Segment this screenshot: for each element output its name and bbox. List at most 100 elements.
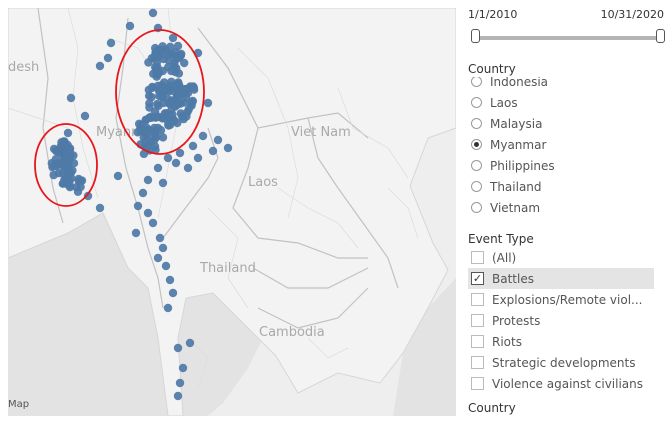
- event-point[interactable]: [168, 288, 178, 298]
- event-point[interactable]: [144, 113, 154, 123]
- country-option[interactable]: Philippines: [468, 155, 654, 176]
- event-point[interactable]: [153, 253, 163, 263]
- event-point[interactable]: [181, 93, 191, 103]
- event-type-option[interactable]: Riots: [468, 331, 654, 352]
- event-point[interactable]: [148, 8, 158, 18]
- event-point[interactable]: [164, 62, 173, 72]
- event-point[interactable]: [158, 42, 167, 51]
- event-point[interactable]: [158, 243, 168, 253]
- date-slider-track[interactable]: [474, 36, 658, 40]
- event-point[interactable]: [158, 50, 167, 59]
- event-point[interactable]: [153, 163, 163, 173]
- event-point[interactable]: [178, 363, 188, 373]
- country-option[interactable]: Malaysia: [468, 113, 654, 134]
- event-point[interactable]: [163, 153, 173, 163]
- event-point[interactable]: [47, 159, 56, 168]
- event-point[interactable]: [165, 99, 175, 109]
- event-point[interactable]: [223, 143, 233, 153]
- event-point[interactable]: [170, 58, 179, 67]
- event-point[interactable]: [95, 61, 105, 71]
- event-point[interactable]: [174, 99, 183, 109]
- checkbox[interactable]: [471, 251, 484, 264]
- event-point[interactable]: [174, 78, 183, 87]
- date-slider-start-handle[interactable]: [471, 29, 480, 43]
- event-point[interactable]: [173, 41, 183, 51]
- event-point[interactable]: [171, 158, 181, 168]
- event-point[interactable]: [49, 170, 58, 180]
- event-point[interactable]: [168, 33, 178, 43]
- event-point[interactable]: [144, 85, 153, 95]
- event-point[interactable]: [198, 131, 208, 141]
- event-type-option[interactable]: Explosions/Remote viol...: [468, 289, 654, 310]
- checkbox[interactable]: [471, 335, 484, 348]
- radio-button[interactable]: [471, 97, 482, 108]
- event-point[interactable]: [143, 208, 153, 218]
- event-point[interactable]: [106, 38, 116, 48]
- event-point[interactable]: [183, 107, 192, 117]
- event-type-option[interactable]: ✓ Battles: [468, 268, 654, 289]
- event-point[interactable]: [208, 146, 218, 156]
- event-point[interactable]: [147, 92, 156, 102]
- event-point[interactable]: [63, 160, 73, 170]
- event-point[interactable]: [150, 53, 160, 62]
- event-point[interactable]: [57, 146, 66, 155]
- event-type-filter-list[interactable]: (All) ✓ Battles Explosions/Remote viol... Pr…: [468, 247, 654, 391]
- event-point[interactable]: [68, 166, 77, 175]
- event-point[interactable]: [189, 85, 199, 94]
- radio-button[interactable]: [471, 160, 482, 171]
- event-point[interactable]: [177, 112, 187, 121]
- event-point[interactable]: [113, 171, 123, 181]
- checkbox[interactable]: [471, 314, 484, 327]
- event-point[interactable]: [164, 120, 173, 130]
- event-point[interactable]: [203, 98, 213, 108]
- event-point[interactable]: [133, 201, 143, 211]
- event-point[interactable]: [131, 228, 141, 238]
- radio-button[interactable]: [471, 202, 482, 213]
- event-point[interactable]: [65, 181, 74, 190]
- event-point[interactable]: [154, 68, 164, 77]
- event-type-option[interactable]: Strategic developments: [468, 352, 654, 373]
- checkbox[interactable]: [471, 293, 484, 306]
- event-type-option[interactable]: Protests: [468, 310, 654, 331]
- event-point[interactable]: [80, 111, 90, 121]
- event-point[interactable]: [125, 21, 135, 31]
- event-point[interactable]: [59, 137, 68, 146]
- event-point[interactable]: [163, 303, 173, 313]
- checkbox[interactable]: [471, 356, 484, 369]
- event-point[interactable]: [151, 145, 160, 154]
- event-point[interactable]: [103, 53, 113, 63]
- radio-button[interactable]: [471, 139, 482, 150]
- event-point[interactable]: [175, 378, 185, 388]
- event-point[interactable]: [138, 188, 148, 198]
- event-points[interactable]: [8, 8, 456, 416]
- country-option[interactable]: Vietnam: [468, 197, 654, 218]
- event-point[interactable]: [158, 133, 168, 142]
- event-point[interactable]: [73, 187, 83, 196]
- event-point[interactable]: [180, 58, 189, 68]
- event-point[interactable]: [83, 191, 93, 201]
- event-point[interactable]: [63, 128, 73, 138]
- event-point[interactable]: [213, 135, 223, 145]
- event-point[interactable]: [175, 148, 185, 158]
- map-view[interactable]: desh Myanm Viet Nam Laos Thailand Cambod…: [8, 8, 456, 416]
- radio-button[interactable]: [471, 118, 482, 129]
- event-point[interactable]: [151, 129, 160, 138]
- event-point[interactable]: [158, 113, 168, 123]
- event-point[interactable]: [153, 81, 163, 91]
- event-point[interactable]: [155, 233, 165, 243]
- event-point[interactable]: [166, 42, 175, 51]
- event-point[interactable]: [193, 153, 203, 163]
- event-point[interactable]: [144, 58, 153, 67]
- event-point[interactable]: [173, 343, 183, 353]
- event-point[interactable]: [95, 203, 105, 213]
- date-slider-end-handle[interactable]: [656, 29, 665, 43]
- country-option[interactable]: Laos: [468, 92, 654, 113]
- country-option[interactable]: Myanmar: [468, 134, 654, 155]
- country-filter-list[interactable]: Indonesia Laos Malaysia Myanmar Philippines T…: [468, 77, 654, 230]
- event-point[interactable]: [185, 338, 195, 348]
- event-point[interactable]: [143, 175, 153, 185]
- event-point[interactable]: [188, 96, 197, 106]
- radio-button[interactable]: [471, 181, 482, 192]
- event-point[interactable]: [161, 261, 171, 271]
- event-point[interactable]: [148, 218, 158, 228]
